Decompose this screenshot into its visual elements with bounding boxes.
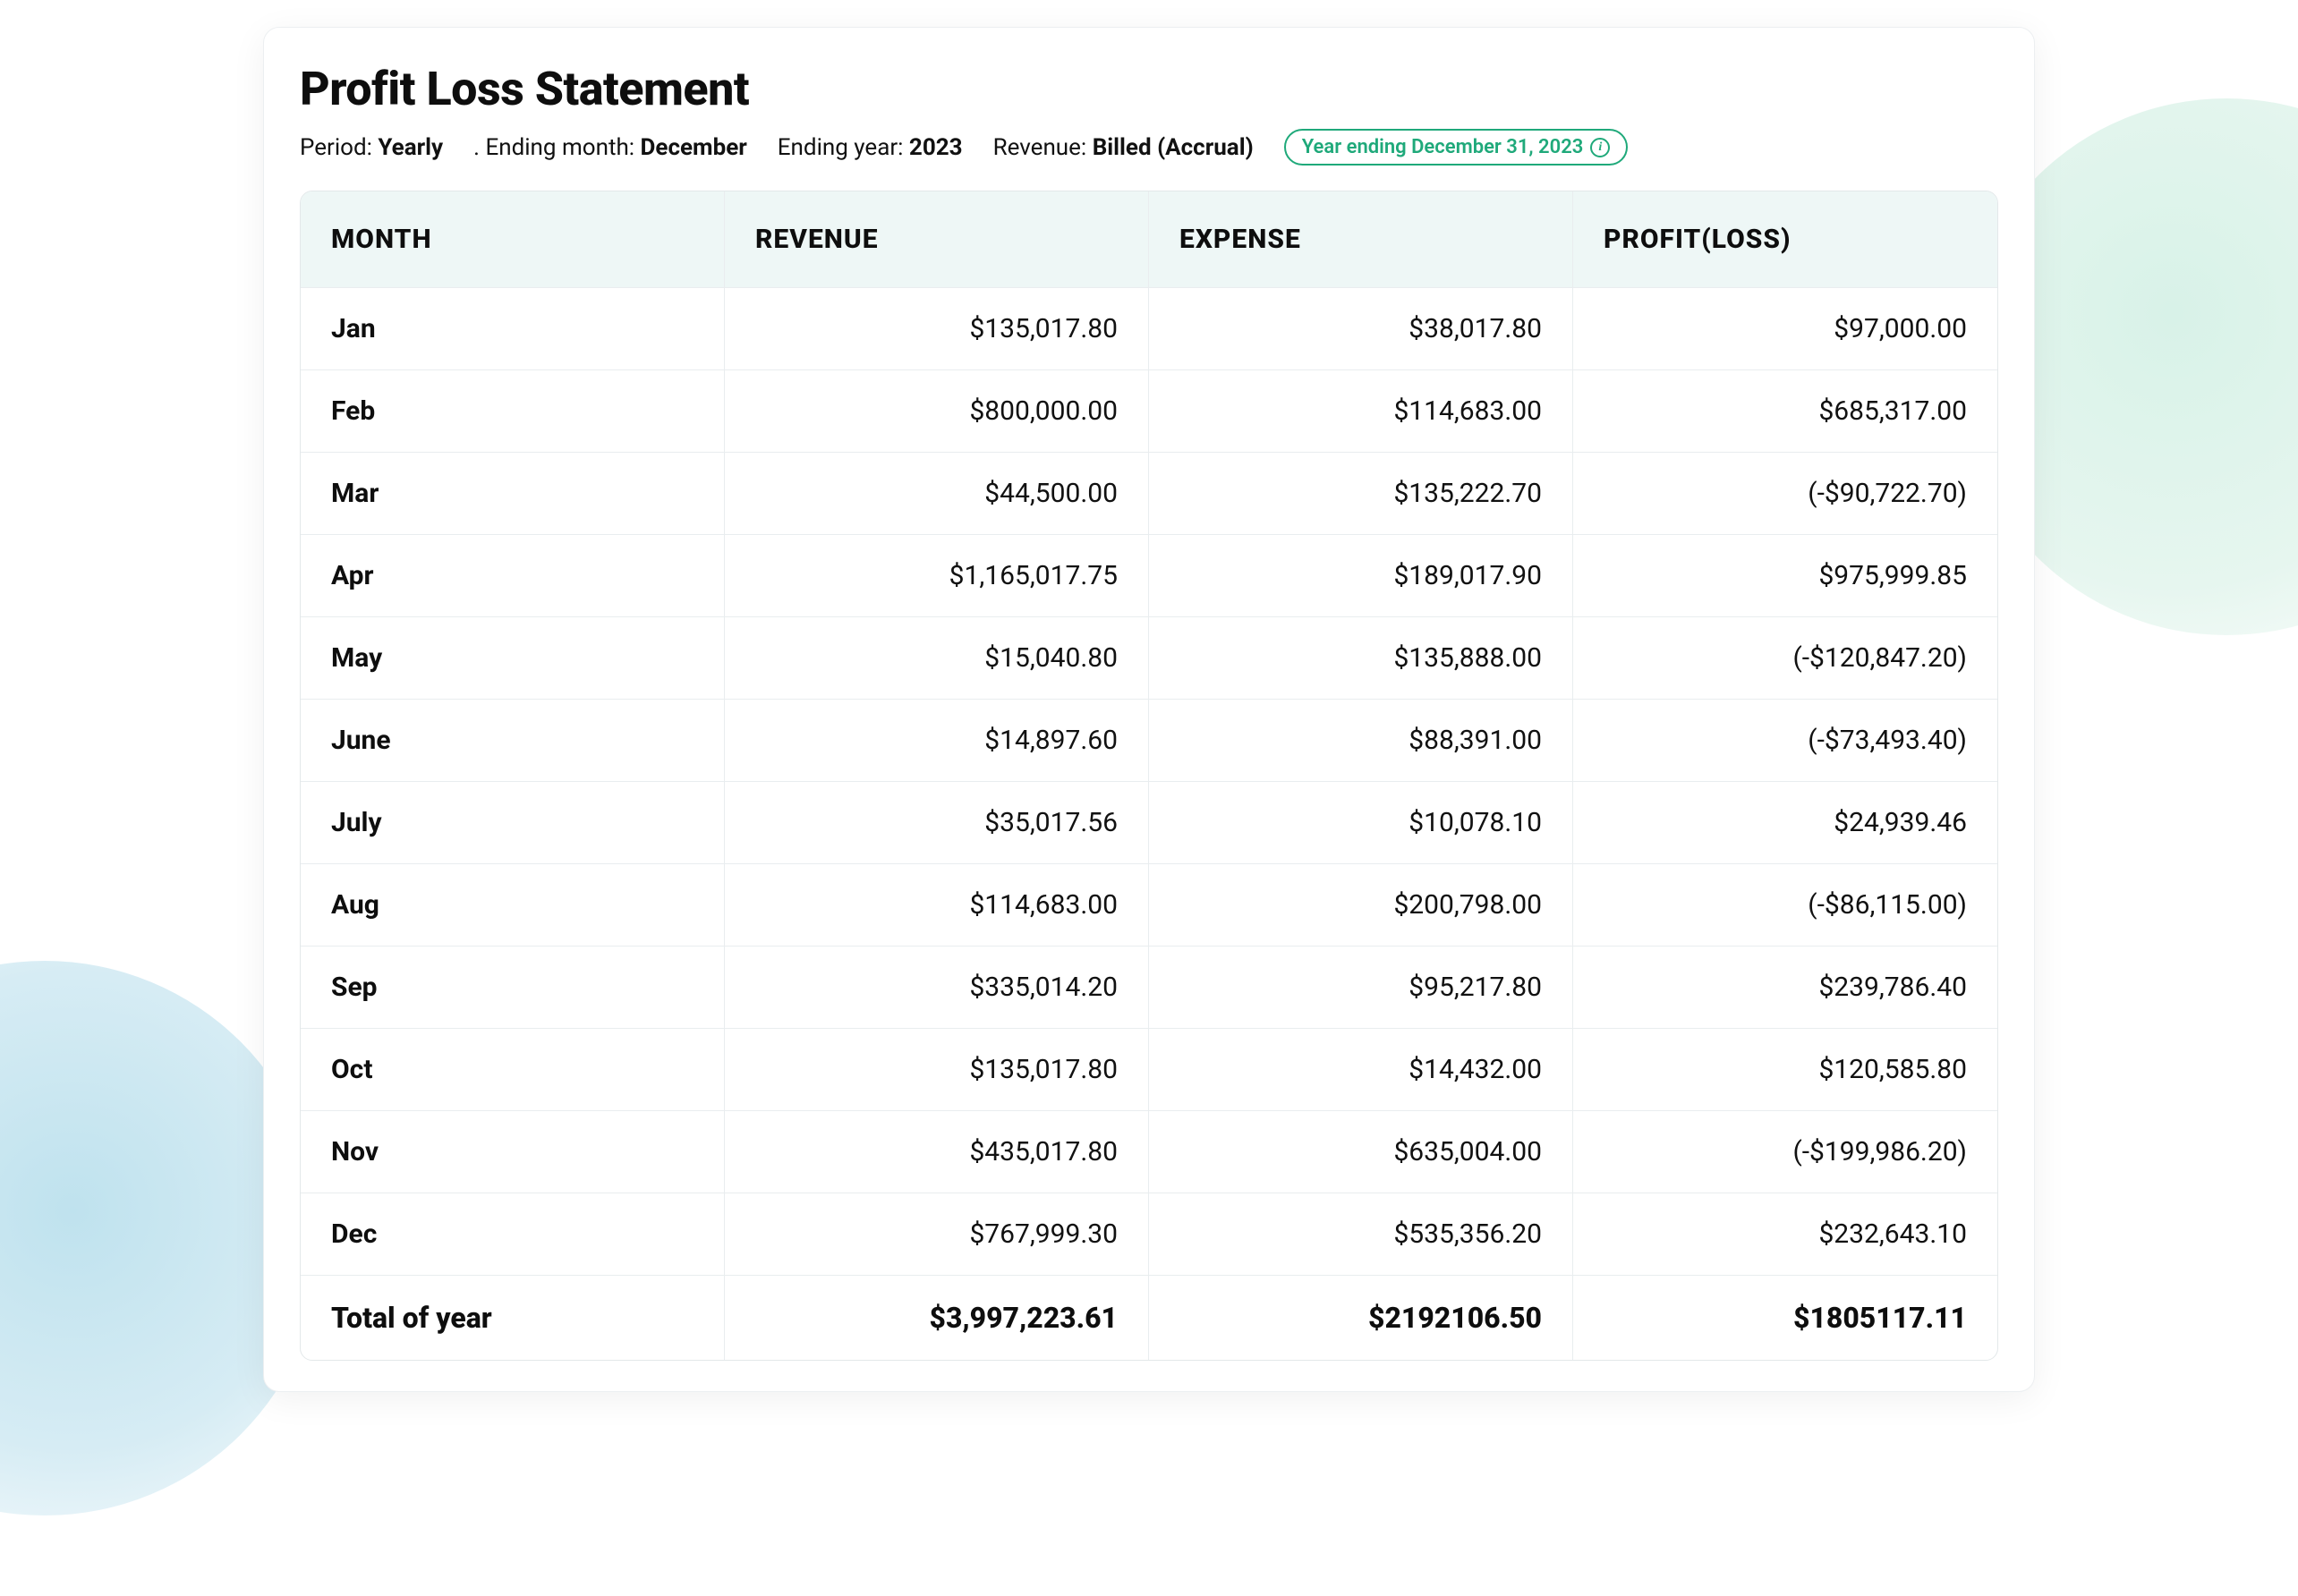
cell-revenue: $35,017.56 <box>725 782 1149 864</box>
cell-profit: $232,643.10 <box>1573 1193 1997 1276</box>
cell-revenue: $1,165,017.75 <box>725 535 1149 617</box>
cell-month: July <box>301 782 725 864</box>
table-row: Sep $335,014.20 $95,217.80 $239,786.40 <box>301 947 1997 1029</box>
table-row: Apr $1,165,017.75 $189,017.90 $975,999.8… <box>301 535 1997 617</box>
cell-month: Feb <box>301 370 725 453</box>
cell-total-label: Total of year <box>301 1276 725 1360</box>
meta-revenue-basis: Revenue: Billed (Accrual) <box>993 134 1254 161</box>
meta-revenue-basis-value: Billed (Accrual) <box>1093 134 1254 161</box>
cell-revenue: $335,014.20 <box>725 947 1149 1029</box>
cell-revenue: $435,017.80 <box>725 1111 1149 1193</box>
table-total-row: Total of year $3,997,223.61 $2192106.50 … <box>301 1276 1997 1360</box>
cell-profit: $975,999.85 <box>1573 535 1997 617</box>
cell-expense: $535,356.20 <box>1149 1193 1573 1276</box>
cell-month: May <box>301 617 725 700</box>
cell-expense: $88,391.00 <box>1149 700 1573 782</box>
meta-ending-month-label: Ending month: <box>485 134 640 161</box>
table-row: Jan $135,017.80 $38,017.80 $97,000.00 <box>301 288 1997 370</box>
cell-profit: $685,317.00 <box>1573 370 1997 453</box>
profit-loss-table: MONTH REVENUE EXPENSE PROFIT(LOSS) Jan $… <box>300 191 1998 1361</box>
cell-revenue: $767,999.30 <box>725 1193 1149 1276</box>
cell-profit: $97,000.00 <box>1573 288 1997 370</box>
meta-period: Period: Yearly <box>300 134 443 161</box>
table-row: Nov $435,017.80 $635,004.00 (-$199,986.2… <box>301 1111 1997 1193</box>
cell-month: Apr <box>301 535 725 617</box>
col-header-expense: EXPENSE <box>1149 191 1573 288</box>
cell-revenue: $14,897.60 <box>725 700 1149 782</box>
table-row: June $14,897.60 $88,391.00 (-$73,493.40) <box>301 700 1997 782</box>
table-row: July $35,017.56 $10,078.10 $24,939.46 <box>301 782 1997 864</box>
cell-profit: $120,585.80 <box>1573 1029 1997 1111</box>
cell-month: Aug <box>301 864 725 947</box>
meta-period-value: Yearly <box>378 134 443 161</box>
cell-month: Mar <box>301 453 725 535</box>
col-header-month: MONTH <box>301 191 725 288</box>
meta-period-label: Period: <box>300 134 378 161</box>
cell-revenue: $135,017.80 <box>725 1029 1149 1111</box>
table-row: Oct $135,017.80 $14,432.00 $120,585.80 <box>301 1029 1997 1111</box>
cell-expense: $200,798.00 <box>1149 864 1573 947</box>
table-row: Mar $44,500.00 $135,222.70 (-$90,722.70) <box>301 453 1997 535</box>
cell-month: June <box>301 700 725 782</box>
table-row: Feb $800,000.00 $114,683.00 $685,317.00 <box>301 370 1997 453</box>
profit-loss-card: Profit Loss Statement Period: Yearly . E… <box>263 27 2035 1392</box>
meta-ending-year-label: Ending year: <box>778 134 909 161</box>
meta-ending-year: Ending year: 2023 <box>778 134 963 161</box>
year-ending-badge[interactable]: Year ending December 31, 2023 i <box>1284 129 1629 166</box>
page-title: Profit Loss Statement <box>300 62 1998 116</box>
meta-ending-month-value: December <box>641 134 747 161</box>
meta-ending-month-sep: . <box>473 134 485 161</box>
report-meta-row: Period: Yearly . Ending month: December … <box>300 129 1998 166</box>
cell-expense: $135,222.70 <box>1149 453 1573 535</box>
cell-month: Sep <box>301 947 725 1029</box>
cell-expense: $95,217.80 <box>1149 947 1573 1029</box>
cell-expense: $14,432.00 <box>1149 1029 1573 1111</box>
table-row: Aug $114,683.00 $200,798.00 (-$86,115.00… <box>301 864 1997 947</box>
cell-revenue: $44,500.00 <box>725 453 1149 535</box>
cell-month: Jan <box>301 288 725 370</box>
cell-month: Nov <box>301 1111 725 1193</box>
cell-total-revenue: $3,997,223.61 <box>725 1276 1149 1360</box>
info-icon: i <box>1590 138 1610 157</box>
table-row: Dec $767,999.30 $535,356.20 $232,643.10 <box>301 1193 1997 1276</box>
col-header-revenue: REVENUE <box>725 191 1149 288</box>
cell-revenue: $800,000.00 <box>725 370 1149 453</box>
cell-profit: (-$120,847.20) <box>1573 617 1997 700</box>
cell-revenue: $135,017.80 <box>725 288 1149 370</box>
col-header-profit: PROFIT(LOSS) <box>1573 191 1997 288</box>
cell-expense: $10,078.10 <box>1149 782 1573 864</box>
cell-profit: $24,939.46 <box>1573 782 1997 864</box>
cell-profit: (-$199,986.20) <box>1573 1111 1997 1193</box>
year-ending-badge-label: Year ending December 31, 2023 <box>1302 136 1584 158</box>
cell-month: Dec <box>301 1193 725 1276</box>
cell-expense: $135,888.00 <box>1149 617 1573 700</box>
cell-expense: $635,004.00 <box>1149 1111 1573 1193</box>
cell-total-expense: $2192106.50 <box>1149 1276 1573 1360</box>
cell-expense: $38,017.80 <box>1149 288 1573 370</box>
meta-ending-month: . Ending month: December <box>473 134 747 161</box>
cell-revenue: $114,683.00 <box>725 864 1149 947</box>
cell-profit: (-$86,115.00) <box>1573 864 1997 947</box>
table-row: May $15,040.80 $135,888.00 (-$120,847.20… <box>301 617 1997 700</box>
table-body: Jan $135,017.80 $38,017.80 $97,000.00 Fe… <box>301 288 1997 1360</box>
cell-profit: (-$73,493.40) <box>1573 700 1997 782</box>
cell-revenue: $15,040.80 <box>725 617 1149 700</box>
meta-ending-year-value: 2023 <box>909 134 963 161</box>
cell-profit: $239,786.40 <box>1573 947 1997 1029</box>
cell-month: Oct <box>301 1029 725 1111</box>
cell-total-profit: $1805117.11 <box>1573 1276 1997 1360</box>
table-header-row: MONTH REVENUE EXPENSE PROFIT(LOSS) <box>301 191 1997 288</box>
cell-expense: $189,017.90 <box>1149 535 1573 617</box>
cell-expense: $114,683.00 <box>1149 370 1573 453</box>
meta-revenue-basis-label: Revenue: <box>993 134 1093 161</box>
cell-profit: (-$90,722.70) <box>1573 453 1997 535</box>
